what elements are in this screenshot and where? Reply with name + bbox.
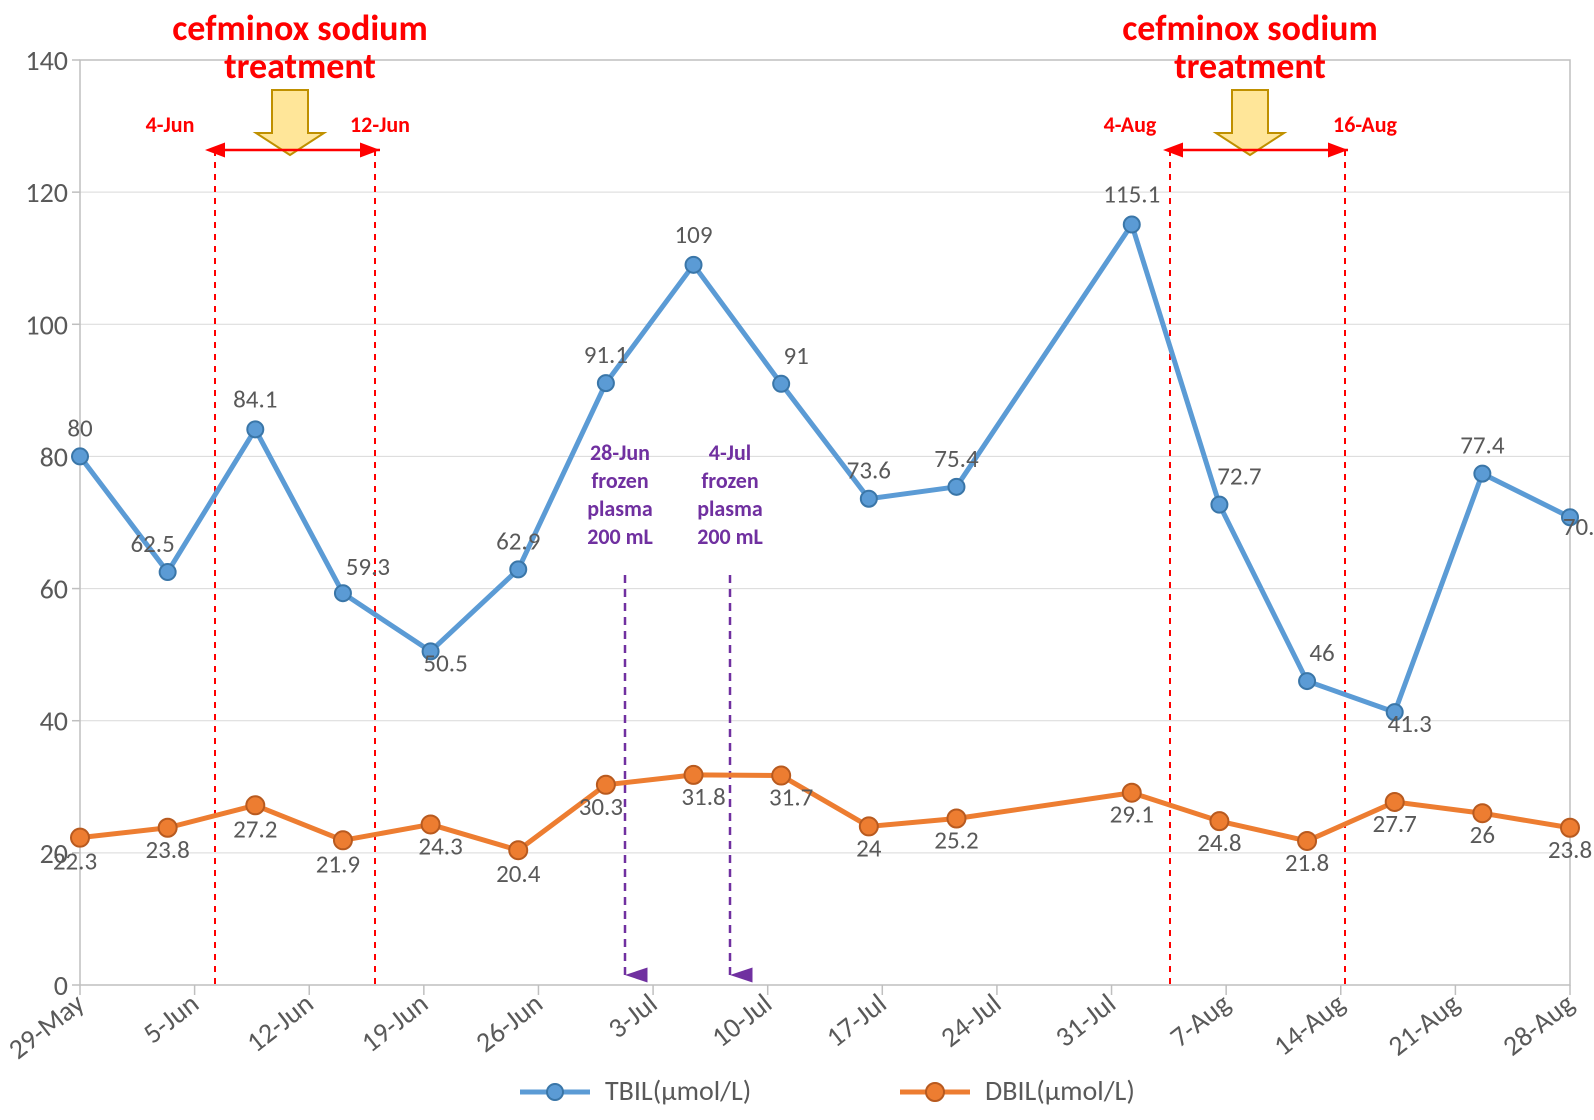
svg-text:16-Aug: 16-Aug [1333,111,1397,138]
data-label: 59.3 [346,551,390,582]
svg-text:40: 40 [40,704,68,739]
svg-text:200 mL: 200 mL [587,523,653,550]
svg-text:19-Jun: 19-Jun [354,986,435,1060]
svg-text:17-Jul: 17-Jul [819,986,893,1055]
data-label: 91 [784,340,809,371]
svg-text:21-Aug: 21-Aug [1381,986,1466,1063]
svg-text:TBIL(μmol/L): TBIL(μmol/L) [605,1073,751,1108]
data-label: 31.8 [681,781,725,812]
svg-text:200 mL: 200 mL [697,523,763,550]
svg-text:treatment: treatment [224,44,376,88]
svg-text:5-Jun: 5-Jun [136,986,206,1051]
svg-text:plasma: plasma [697,495,763,522]
svg-text:7-Aug: 7-Aug [1163,986,1237,1055]
svg-text:24-Jul: 24-Jul [933,986,1007,1055]
svg-text:10-Jul: 10-Jul [704,986,778,1055]
svg-text:4-Jul: 4-Jul [709,439,751,466]
svg-text:treatment: treatment [1174,44,1326,88]
data-label: 29.1 [1110,799,1154,830]
svg-text:140: 140 [25,43,68,78]
arrow-down-icon [256,90,324,155]
data-label: 50.5 [423,647,467,678]
data-label: 26 [1470,819,1495,850]
svg-text:26-Jun: 26-Jun [468,986,549,1060]
svg-text:28-Jun: 28-Jun [590,439,650,466]
data-label: 24.8 [1197,827,1241,858]
legend: TBIL(μmol/L) DBIL(μmol/L) [520,1073,1135,1108]
data-label: 27.2 [233,813,277,844]
svg-text:100: 100 [25,307,68,342]
data-label: 84.1 [233,383,277,414]
data-label: 20.4 [496,858,541,889]
data-label: 46 [1309,637,1334,668]
svg-text:12-Jun: 12-Jun [350,111,410,138]
svg-text:3-Jul: 3-Jul [601,986,664,1046]
chart-container: 02040608010012014029-May5-Jun12-Jun19-Ju… [0,0,1594,1120]
data-label: 41.3 [1388,708,1432,739]
svg-text:80: 80 [40,439,68,474]
data-label: 21.9 [316,848,360,879]
data-label: 73.6 [847,455,891,486]
data-label: 30.3 [579,791,623,822]
svg-text:12-Jun: 12-Jun [239,986,320,1060]
series-dbil: 22.3 23.8 27.2 21.9 24.3 20.4 30.3 31.8 31.7 24 25… [53,766,1592,889]
arrow-down-icon [1216,90,1284,155]
svg-text:14-Aug: 14-Aug [1266,986,1351,1063]
data-label: 24.3 [418,830,462,861]
svg-text:31-Jul: 31-Jul [1048,986,1122,1055]
svg-text:60: 60 [40,572,68,607]
data-label: 24 [856,832,882,863]
data-label: 77.4 [1460,430,1505,461]
series-tbil: 80 62.5 84.1 59.3 50.5 62.9 91.1 109 91 73.6 75.4 1… [67,179,1594,740]
data-label: 115.1 [1103,179,1160,210]
data-label: 23.8 [1548,834,1592,865]
svg-text:4-Aug: 4-Aug [1104,111,1157,138]
x-axis: 29-May 5-Jun 12-Jun 19-Jun 26-Jun 3-Jul 10-Jul… [1,985,1581,1067]
svg-text:DBIL(μmol/L): DBIL(μmol/L) [985,1073,1135,1108]
data-label: 80 [67,412,93,443]
data-label: 21.8 [1285,847,1329,878]
data-label: 75.4 [934,443,979,474]
data-label: 27.7 [1373,808,1417,839]
svg-text:frozen: frozen [701,467,758,494]
data-label: 31.7 [769,782,813,813]
data-label: 62.5 [130,528,174,559]
data-label: 62.9 [496,525,540,556]
svg-text:120: 120 [25,175,68,210]
data-label: 72.7 [1217,461,1261,492]
svg-text:plasma: plasma [587,495,653,522]
data-label: 91.1 [584,339,628,370]
data-label: 25.2 [934,825,978,856]
data-label: 22.3 [53,846,97,877]
svg-text:frozen: frozen [591,467,648,494]
svg-text:28-Aug: 28-Aug [1496,986,1581,1063]
svg-text:29-May: 29-May [1,986,91,1067]
data-label: 109 [675,219,713,250]
svg-text:4-Jun: 4-Jun [146,111,195,138]
grid: 020406080100120140 [25,43,1570,1003]
data-label: 23.8 [145,834,189,865]
chart-svg: 02040608010012014029-May5-Jun12-Jun19-Ju… [0,0,1594,1120]
data-label: 70.8 [1563,511,1594,542]
